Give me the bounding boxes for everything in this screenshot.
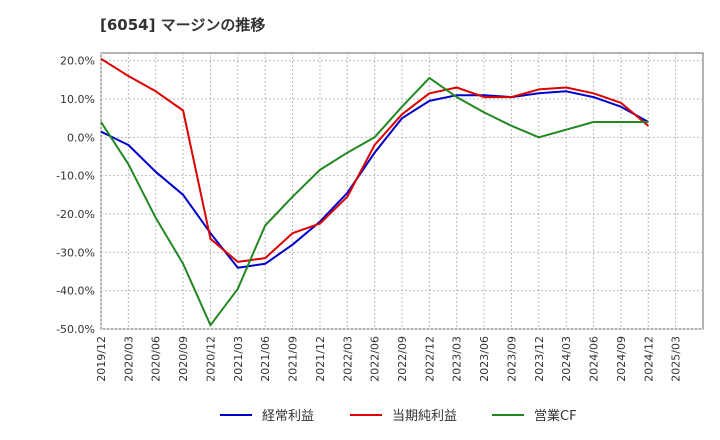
x-tick-label: 2023/03	[451, 336, 464, 382]
x-tick-label: 2020/06	[150, 336, 163, 382]
x-tick-label: 2024/03	[560, 336, 573, 382]
y-tick-label: -40.0%	[56, 285, 95, 298]
y-tick-label: 20.0%	[60, 55, 95, 68]
x-tick-label: 2019/12	[95, 336, 108, 382]
x-tick-label: 2023/06	[478, 336, 491, 382]
y-tick-label: -50.0%	[56, 323, 95, 336]
x-tick-label: 2020/12	[204, 336, 217, 382]
y-tick-label: -10.0%	[56, 170, 95, 183]
legend-label-1: 経常利益	[262, 409, 314, 424]
series-line-1	[100, 90, 649, 269]
series-layer	[100, 57, 649, 327]
x-tick-label: 2024/09	[615, 336, 628, 382]
x-tick-label: 2024/06	[588, 336, 601, 382]
x-tick-label: 2021/03	[232, 336, 245, 382]
x-tick-label: 2022/09	[396, 336, 409, 382]
series-line-3	[100, 76, 649, 327]
x-tick-label: 2022/03	[341, 336, 354, 382]
x-tick-label: 2020/09	[177, 336, 190, 382]
x-tick-label: 2021/09	[287, 336, 300, 382]
x-tick-label: 2025/03	[670, 336, 683, 382]
legend-label-2: 当期純利益	[392, 409, 457, 424]
chart-title: [6054] マージンの推移	[100, 16, 266, 34]
x-tick-label: 2021/06	[259, 336, 272, 382]
x-tick-label: 2024/12	[642, 336, 655, 382]
axis-layer: 20.0% 10.0% 0.0% -10.0% -20.0% -30.0% -40.0% -5…	[56, 55, 683, 382]
x-tick-label: 2021/12	[314, 336, 327, 382]
grid-layer	[100, 52, 704, 330]
legend-label-3: 営業CF	[534, 408, 577, 424]
y-tick-label: 0.0%	[67, 131, 95, 144]
x-tick-label: 2020/03	[122, 336, 135, 382]
x-tick-label: 2022/12	[423, 336, 436, 382]
series-line-2	[100, 57, 649, 263]
y-tick-label: -20.0%	[56, 208, 95, 221]
x-tick-label: 2023/12	[533, 336, 546, 382]
legend: 経常利益 当期純利益 営業CF	[220, 408, 577, 424]
x-tick-label: 2022/06	[369, 336, 382, 382]
y-tick-label: 10.0%	[60, 93, 95, 106]
y-tick-label: -30.0%	[56, 246, 95, 259]
x-tick-label: 2023/09	[505, 336, 518, 382]
